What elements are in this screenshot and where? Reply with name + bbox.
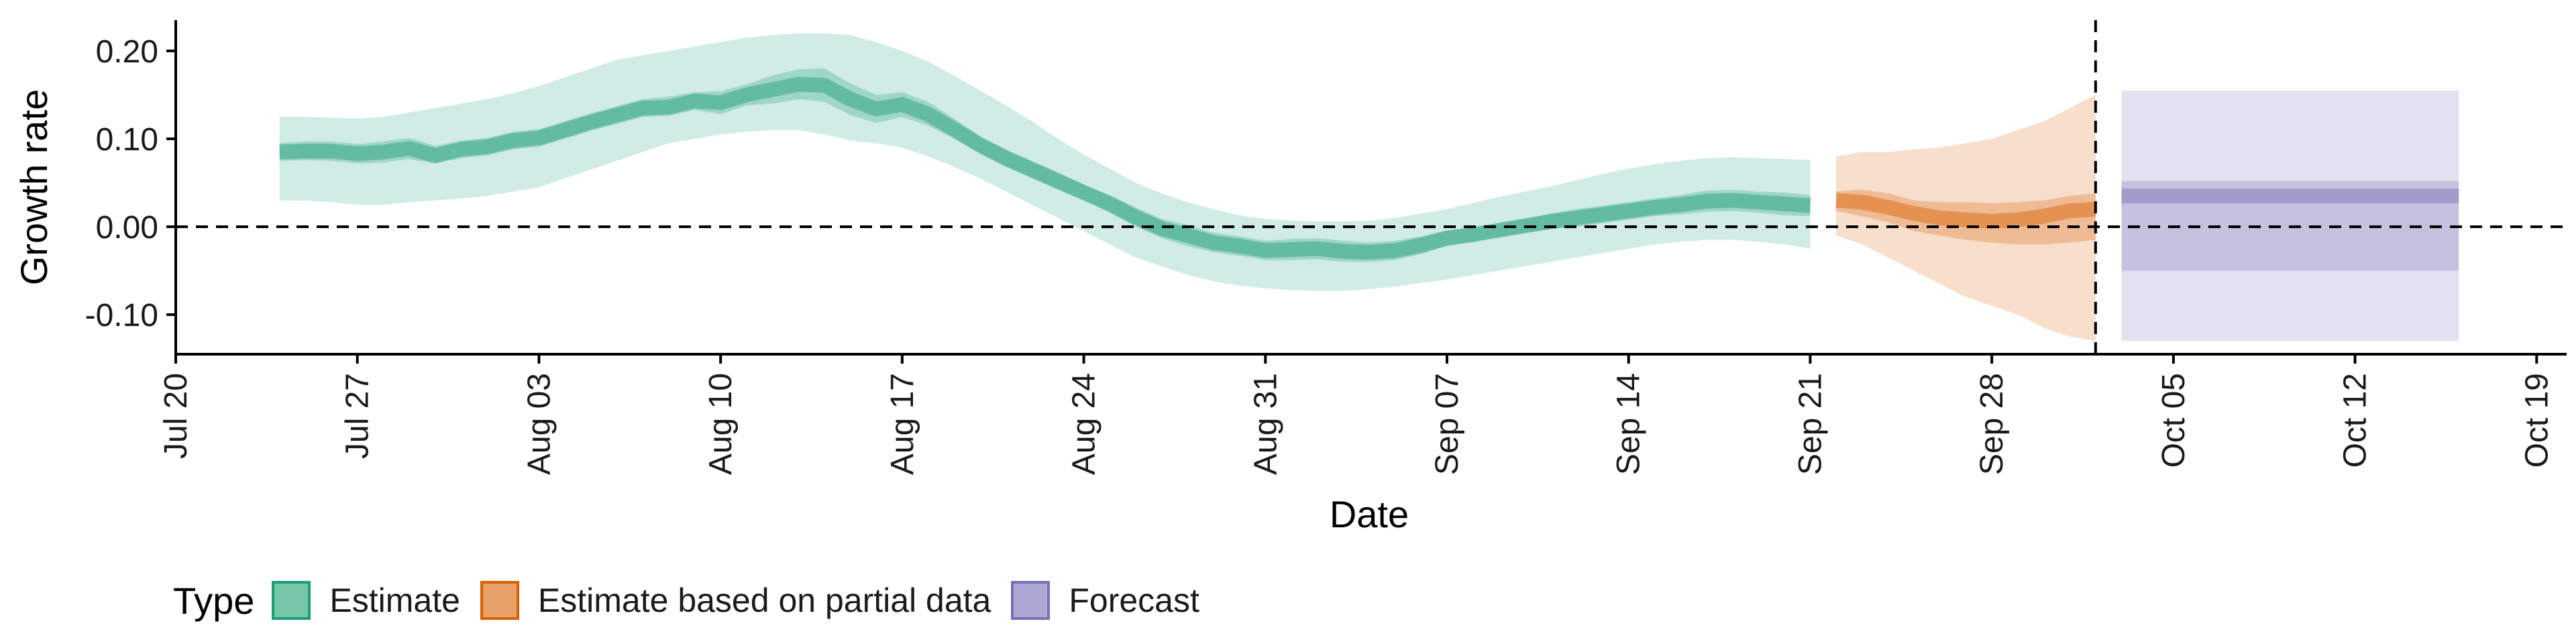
legend-label-estimate-partial: Estimate based on partial data xyxy=(537,582,991,619)
x-tick-label: Oct 19 xyxy=(2519,373,2555,468)
x-tick-label: Sep 21 xyxy=(1792,373,1828,475)
x-tick-label: Sep 28 xyxy=(1974,373,2010,475)
legend-item-estimate: Estimate xyxy=(272,581,460,620)
x-tick-label: Sep 14 xyxy=(1611,373,1647,475)
legend-item-forecast: Forecast xyxy=(1011,581,1199,620)
series-2-band-50 xyxy=(1836,189,2096,245)
legend-label-estimate: Estimate xyxy=(329,582,460,619)
y-tick-label: 0.00 xyxy=(96,210,158,246)
legend-key-estimate-partial xyxy=(480,581,519,620)
x-axis-ticks: Jul 20 Jul 27 Aug 03 Aug 10 Aug 17 Aug 24 Aug … xyxy=(158,354,2555,475)
x-tick-label: Aug 03 xyxy=(521,373,557,475)
y-tick-label: 0.10 xyxy=(96,122,158,158)
legend-label-forecast: Forecast xyxy=(1069,582,1199,619)
y-tick-label: -0.10 xyxy=(85,298,158,333)
y-axis-ticks: 0.20 0.10 0.00 -0.10 xyxy=(85,34,176,333)
legend: Type Estimate Estimate based on partial … xyxy=(173,572,1220,629)
legend-key-forecast xyxy=(1011,581,1051,620)
x-tick-label: Jul 27 xyxy=(340,373,376,459)
legend-key-estimate xyxy=(272,581,311,620)
x-tick-label: Aug 17 xyxy=(885,373,920,475)
x-axis-title: Date xyxy=(1330,493,1409,535)
x-tick-label: Jul 20 xyxy=(158,373,194,459)
x-tick-label: Aug 24 xyxy=(1067,373,1102,475)
y-axis-title: Growth rate xyxy=(13,89,55,286)
x-tick-label: Oct 05 xyxy=(2156,373,2192,468)
x-tick-label: Aug 31 xyxy=(1248,373,1283,475)
x-tick-label: Sep 07 xyxy=(1430,373,1465,475)
x-tick-label: Aug 10 xyxy=(703,373,739,475)
legend-title: Type xyxy=(173,579,255,622)
y-tick-label: 0.20 xyxy=(96,34,158,70)
series-2-band-90 xyxy=(1836,95,2096,341)
series-2-median-line xyxy=(1835,193,2096,229)
series-1-band-90 xyxy=(279,33,1811,291)
ribbon-layer xyxy=(279,33,2459,341)
x-tick-label: Oct 12 xyxy=(2338,373,2373,468)
series-1-median-line xyxy=(279,76,1811,260)
legend-item-estimate-partial: Estimate based on partial data xyxy=(480,581,991,620)
series-3-band-90 xyxy=(2121,90,2459,341)
